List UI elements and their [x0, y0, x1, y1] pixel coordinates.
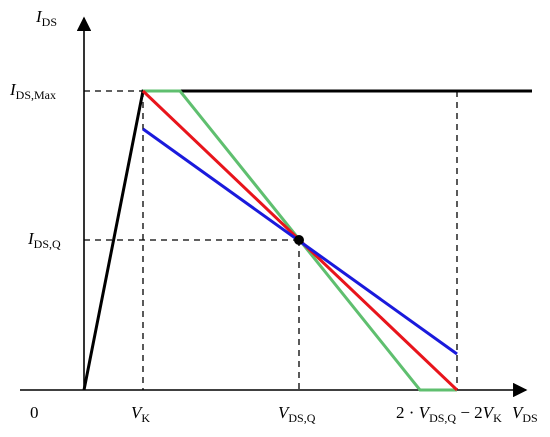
origin-label: 0: [30, 403, 39, 422]
x-axis-label: VDS: [512, 403, 538, 425]
right-endpoint-label: 2 · VDS,Q − 2VK: [396, 403, 502, 425]
y-axis-label: IDS: [35, 7, 57, 29]
vk-label: VK: [131, 403, 150, 425]
idsmax-label: IDS,Max: [9, 80, 56, 102]
dashed-guides: [84, 90, 458, 390]
idsq-label: IDS,Q: [27, 229, 61, 251]
quiescent-point: [294, 235, 304, 245]
vdsq-label: VDS,Q: [278, 403, 316, 425]
